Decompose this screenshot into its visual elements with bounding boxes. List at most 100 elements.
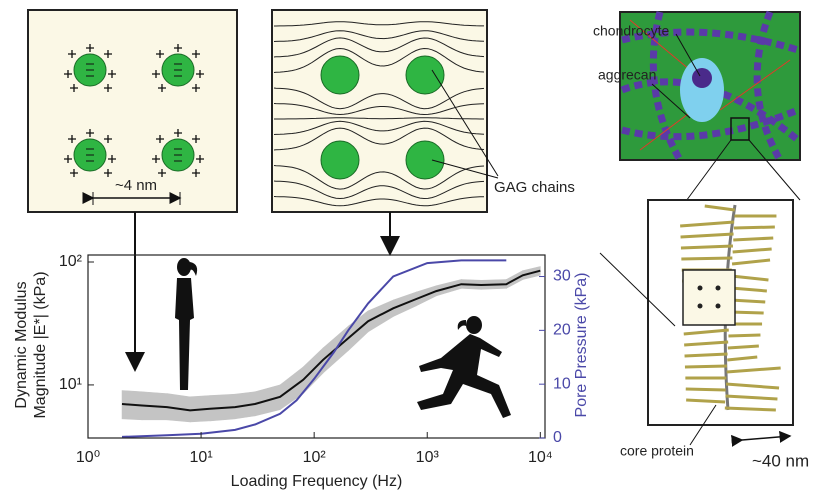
streamline [273, 120, 485, 135]
plot-frame [87, 254, 546, 439]
particle [405, 55, 445, 95]
zoom-line [599, 252, 676, 327]
gag-chain [684, 364, 727, 369]
gag-chain [680, 232, 734, 239]
x-tick-label: 10³ [416, 449, 440, 466]
gag-chain [730, 298, 766, 304]
runner-silhouette [417, 316, 511, 418]
flow-inset [271, 9, 488, 213]
plus [192, 135, 200, 143]
flow-lines [273, 21, 485, 207]
y2-tick-label: 30 [553, 268, 571, 285]
fiber [621, 106, 800, 141]
gag-chain [725, 382, 780, 390]
gag-chain [680, 244, 734, 250]
gag-chain [732, 247, 772, 254]
plus [158, 169, 166, 177]
gag-chain [684, 340, 729, 347]
plus [108, 155, 116, 163]
fiber [649, 11, 684, 162]
scale-label: ~40 nm [752, 451, 809, 470]
plus [70, 169, 78, 177]
streamline [274, 117, 484, 120]
gag-chain [681, 256, 733, 261]
cell [680, 58, 724, 122]
plus [158, 84, 166, 92]
streamline [273, 196, 485, 207]
gag-chain [730, 286, 767, 293]
leader-line [689, 404, 717, 446]
leader-line [651, 83, 691, 119]
gag-chain [731, 274, 769, 282]
fibril [719, 59, 791, 111]
gag-chain [725, 394, 778, 401]
plus [86, 44, 94, 52]
streamline [274, 21, 484, 27]
plus [156, 50, 164, 58]
gag-chain [727, 344, 759, 350]
x-tick-label: 10¹ [190, 449, 213, 466]
plus [104, 135, 112, 143]
y-axis-title: Magnitude |E*| (kPa) [32, 271, 49, 418]
plus [64, 70, 72, 78]
gag-label: GAG chains [494, 179, 575, 196]
streamline [273, 103, 485, 116]
gag-chain [731, 258, 771, 266]
plus [104, 50, 112, 58]
gag-chain [728, 333, 761, 338]
streamline [273, 30, 485, 42]
plus [174, 44, 182, 52]
plus [192, 50, 200, 58]
y2-axis-title: Pore Pressure (kPa) [573, 273, 590, 418]
plus [174, 129, 182, 137]
x-tick-label: 10⁰ [76, 449, 100, 466]
plus [70, 84, 78, 92]
fiber [621, 28, 800, 54]
particle [320, 55, 360, 95]
zoom-dots [697, 285, 721, 309]
plus [196, 70, 204, 78]
scale-label: ~4 nm [115, 177, 157, 194]
streamline [273, 127, 485, 151]
plus [104, 169, 112, 177]
scale-arrow [731, 430, 792, 447]
fiber [753, 10, 784, 162]
y2-tick-label: 20 [553, 322, 571, 339]
std-band [367, 299, 394, 333]
y2-tick-label: 10 [553, 375, 571, 392]
plus [68, 135, 76, 143]
gag-chain [704, 204, 735, 212]
streamline [273, 165, 485, 190]
streamline [273, 87, 485, 110]
particle [320, 140, 360, 180]
plus [108, 70, 116, 78]
leader-line [675, 33, 701, 77]
y-tick-label: 10² [59, 253, 83, 270]
gag-chain [684, 352, 728, 358]
x-tick-label: 10⁴ [528, 449, 553, 466]
gag-chain [724, 406, 776, 412]
y-tick-label: 10¹ [59, 376, 82, 393]
charge-inset [27, 9, 238, 213]
zoom-box [682, 269, 736, 326]
plus [68, 50, 76, 58]
plus [152, 155, 160, 163]
aggrecan-label: aggrecan [598, 67, 656, 83]
plus [86, 129, 94, 137]
y-axis-title: Dynamic Modulus [13, 281, 30, 408]
gag-chain [680, 220, 735, 228]
streamline [273, 180, 485, 200]
leader-line [431, 69, 499, 179]
gag-chain [726, 366, 781, 374]
plus [152, 70, 160, 78]
plus [156, 135, 164, 143]
plus [104, 84, 112, 92]
nucleus [692, 68, 712, 88]
pressure-line [121, 259, 507, 438]
plus [192, 169, 200, 177]
particle [405, 140, 445, 180]
streamline [273, 47, 485, 73]
charged-particles [64, 44, 204, 177]
gag-chain [683, 328, 729, 336]
chondrocyte-label: chondrocyte [593, 23, 669, 39]
